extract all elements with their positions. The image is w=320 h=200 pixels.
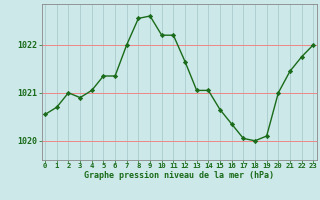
X-axis label: Graphe pression niveau de la mer (hPa): Graphe pression niveau de la mer (hPa) [84,171,274,180]
